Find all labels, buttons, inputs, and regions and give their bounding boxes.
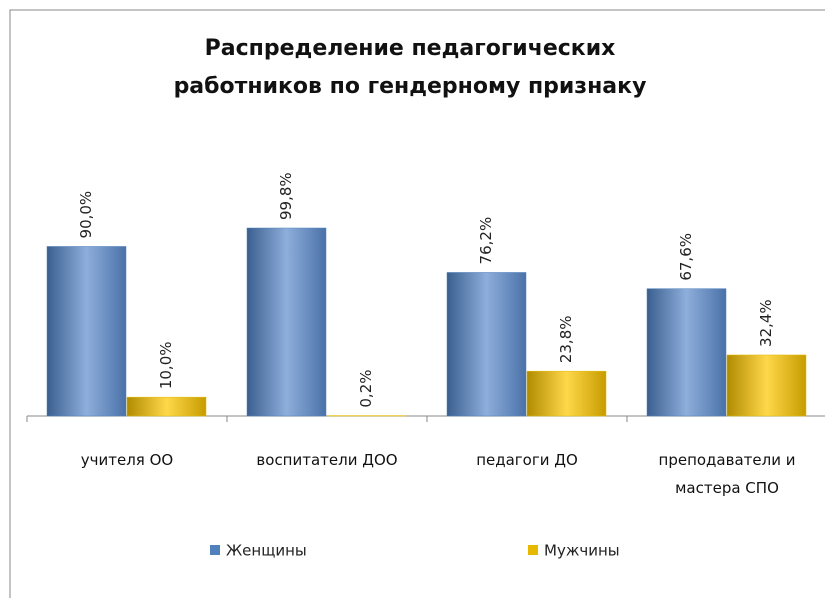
legend-swatch xyxy=(210,545,220,555)
bar xyxy=(446,272,527,417)
value-label: 10,0% xyxy=(157,342,175,390)
bar xyxy=(726,354,807,417)
x-tick-label: педагоги ДО xyxy=(476,451,578,469)
value-label: 67,6% xyxy=(677,233,695,281)
bar xyxy=(126,396,207,417)
value-label: 90,0% xyxy=(77,191,95,239)
x-tick-label: преподаватели и мастера СПО xyxy=(658,451,796,497)
bar xyxy=(526,370,607,417)
x-tick-label: учителя ОО xyxy=(80,451,174,469)
legend-label: Мужчины xyxy=(544,542,620,560)
value-label: 99,8% xyxy=(277,172,295,220)
bar xyxy=(646,288,727,417)
value-label: 0,2% xyxy=(357,370,375,408)
value-label: 23,8% xyxy=(557,316,575,364)
bar xyxy=(46,246,127,417)
x-tick-label: воспитатели ДОО xyxy=(256,451,398,469)
value-label: 76,2% xyxy=(477,217,495,265)
chart-title: Распределение педагогических работников … xyxy=(173,36,647,99)
frame xyxy=(9,9,825,598)
bar xyxy=(246,227,327,417)
value-label: 32,4% xyxy=(757,299,775,347)
legend-label: Женщины xyxy=(226,542,307,560)
legend-swatch xyxy=(528,545,538,555)
